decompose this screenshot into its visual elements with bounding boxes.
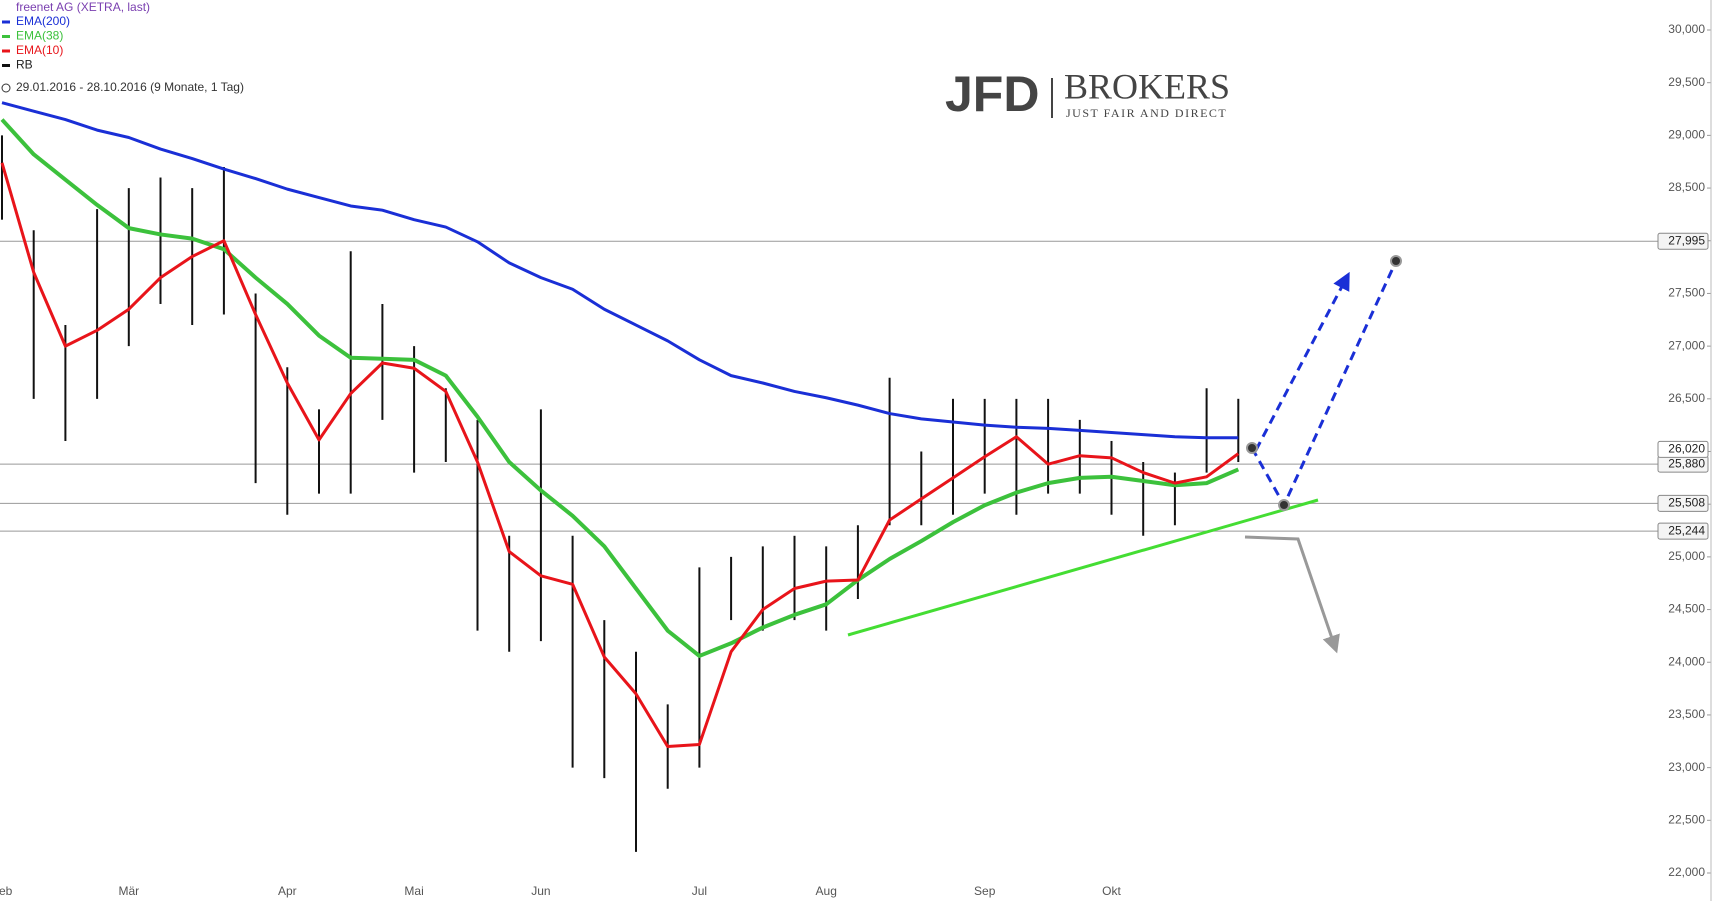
y-tick-label: 29,500 xyxy=(1668,75,1705,89)
x-tick-label: Sep xyxy=(974,884,996,898)
trend-line xyxy=(847,498,1319,637)
legend-label: EMA(200) xyxy=(16,14,70,28)
level-label: 25,508 xyxy=(1668,496,1705,510)
projection-arrow xyxy=(1254,271,1350,451)
x-tick-label: Mai xyxy=(404,884,423,898)
x-tick-label: Feb xyxy=(0,884,13,898)
y-tick-label: 27,500 xyxy=(1668,286,1705,300)
y-tick-label: 26,500 xyxy=(1668,391,1705,405)
level-box xyxy=(1657,494,1709,512)
anchor-point xyxy=(1390,255,1402,267)
level-box xyxy=(1657,232,1709,250)
downside-arrow xyxy=(1244,535,1340,654)
clock-icon xyxy=(1,83,11,93)
level-label: 25,244 xyxy=(1668,523,1705,537)
y-tick-label: 22,000 xyxy=(1668,865,1705,879)
ema-line xyxy=(1,101,1239,440)
projection-arrow xyxy=(1250,269,1394,509)
level-label: 25,880 xyxy=(1668,456,1705,470)
legend-label: EMA(10) xyxy=(16,43,63,57)
legend-label: RB xyxy=(16,58,33,72)
anchor-point xyxy=(1278,499,1290,511)
level-label: 27,995 xyxy=(1668,233,1705,247)
logo-mark: JFD xyxy=(945,66,1039,122)
anchor-point xyxy=(1246,442,1258,454)
x-tick-label: Mär xyxy=(118,884,139,898)
legend-period: 29.01.2016 - 28.10.2016 (9 Monate, 1 Tag… xyxy=(16,80,244,94)
y-tick-label: 25,000 xyxy=(1668,549,1705,563)
y-tick-label: 28,500 xyxy=(1668,180,1705,194)
x-tick-label: Jul xyxy=(692,884,707,898)
y-tick-label: 23,500 xyxy=(1668,707,1705,721)
y-tick-label: 29,000 xyxy=(1668,128,1705,142)
y-tick-label: 22,500 xyxy=(1668,812,1705,826)
ema-line xyxy=(0,162,1240,749)
last-price-box xyxy=(1657,440,1709,458)
y-tick-label: 24,000 xyxy=(1668,654,1705,668)
logo-name: BROKERS xyxy=(1064,66,1230,106)
levels xyxy=(0,29,1711,874)
x-tick-label: Apr xyxy=(278,884,297,898)
x-tick-label: Jun xyxy=(531,884,550,898)
price-bars xyxy=(1,135,1240,852)
y-tick-label: 30,000 xyxy=(1668,22,1705,36)
level-box xyxy=(1657,522,1709,540)
ema-line xyxy=(0,118,1240,658)
legend: EMA(200)EMA(38)EMA(10)RB xyxy=(2,14,70,72)
y-tick-label: 23,000 xyxy=(1668,760,1705,774)
legend-label: EMA(38) xyxy=(16,29,63,43)
x-tick-label: Aug xyxy=(816,884,837,898)
x-tick-label: Okt xyxy=(1102,884,1121,898)
y-tick-label: 27,000 xyxy=(1668,338,1705,352)
ema-lines xyxy=(0,101,1240,749)
y-tick-label: 24,500 xyxy=(1668,602,1705,616)
last-price-label: 26,020 xyxy=(1668,442,1705,456)
logo-tagline: JUST FAIR AND DIRECT xyxy=(1066,106,1227,120)
legend-title: freenet AG (XETRA, last) xyxy=(16,0,150,14)
